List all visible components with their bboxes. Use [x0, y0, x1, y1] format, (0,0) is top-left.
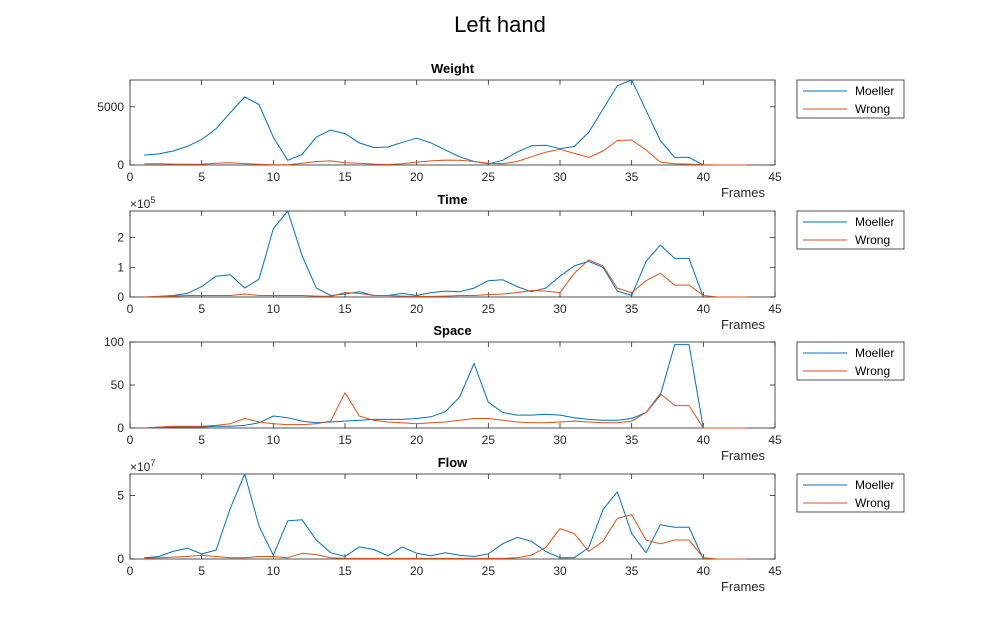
x-axis-label: Frames: [721, 185, 766, 200]
x-tick-label: 5: [198, 302, 205, 316]
legend: Moeller Wrong: [796, 79, 905, 119]
series-line-moeller: [144, 210, 704, 298]
x-tick-label: 30: [553, 170, 567, 184]
x-tick-label: 25: [482, 433, 496, 447]
x-tick-label: 45: [768, 302, 782, 316]
legend-label-wrong: Wrong: [855, 233, 890, 247]
x-tick-label: 40: [697, 170, 711, 184]
y-tick-label: 0: [117, 290, 124, 304]
legend-box: [796, 79, 905, 119]
x-tick-label: 5: [198, 433, 205, 447]
series-line-moeller: [144, 473, 704, 560]
x-tick-label: 20: [410, 302, 424, 316]
x-tick-label: 40: [697, 564, 711, 578]
x-tick-label: 30: [553, 433, 567, 447]
legend-box: [796, 473, 905, 513]
x-tick-label: 40: [697, 302, 711, 316]
y-tick-label: 0: [117, 552, 124, 566]
x-axis-label: Frames: [721, 448, 766, 463]
x-tick-label: 15: [338, 170, 352, 184]
legend-box: [796, 341, 905, 381]
x-tick-label: 10: [267, 170, 281, 184]
figure-title: Left hand: [454, 12, 546, 37]
legend-label-wrong: Wrong: [855, 102, 890, 116]
subplot-weight: Weight 0 5 10 15 20 25 30 35 40 45 0 5000 Frames Moell…: [97, 61, 905, 200]
x-tick-label: 45: [768, 433, 782, 447]
legend-label-moeller: Moeller: [855, 478, 894, 492]
legend: Moeller Wrong: [796, 341, 905, 381]
y-exponent-label: ×107: [130, 458, 155, 474]
x-tick-label: 10: [267, 433, 281, 447]
x-tick-label: 20: [410, 564, 424, 578]
series-line-wrong: [144, 392, 747, 429]
x-tick-label: 25: [482, 302, 496, 316]
series-line-wrong: [144, 139, 747, 166]
legend: Moeller Wrong: [796, 473, 905, 513]
subplot-space: Space 0 5 10 15 20 25 30 35 40 45 0 50 100 Frames Moell…: [104, 323, 905, 463]
legend-box: [796, 210, 905, 250]
x-tick-label: 10: [267, 564, 281, 578]
x-tick-label: 40: [697, 433, 711, 447]
y-tick-label: 5000: [97, 100, 124, 114]
plot-area: [129, 210, 776, 298]
x-tick-label: 35: [625, 302, 639, 316]
x-axis-label: Frames: [721, 579, 766, 594]
x-tick-label: 5: [198, 170, 205, 184]
x-tick-label: 10: [267, 302, 281, 316]
y-exponent-label: ×105: [130, 195, 155, 211]
y-tick-label: 50: [111, 378, 125, 392]
plot-area: [129, 473, 776, 560]
series-line-moeller: [144, 344, 704, 429]
x-tick-label: 0: [127, 170, 134, 184]
y-tick-label: 0: [117, 421, 124, 435]
x-tick-label: 35: [625, 170, 639, 184]
legend-label-moeller: Moeller: [855, 84, 894, 98]
subplot-time: Time 0 5 10 15 20 25 30 35 40 45 0 1 2 ×105 Frames Moell…: [117, 192, 905, 332]
x-tick-label: 15: [338, 433, 352, 447]
subplot-title: Weight: [431, 61, 475, 76]
legend-label-wrong: Wrong: [855, 496, 890, 510]
y-tick-label: 2: [117, 231, 124, 245]
x-tick-label: 15: [338, 564, 352, 578]
legend-label-moeller: Moeller: [855, 215, 894, 229]
x-tick-label: 5: [198, 564, 205, 578]
subplot-title: Space: [433, 323, 471, 338]
x-tick-label: 30: [553, 302, 567, 316]
y-tick-label: 100: [104, 335, 124, 349]
x-tick-label: 15: [338, 302, 352, 316]
x-tick-label: 45: [768, 564, 782, 578]
plot-area: [129, 79, 776, 166]
series-line-moeller: [144, 79, 704, 166]
subplot-flow: Flow 0 5 10 15 20 25 30 35 40 45 0 5 ×107 Frames Moelle…: [117, 455, 905, 594]
legend: Moeller Wrong: [796, 210, 905, 250]
x-tick-label: 35: [625, 433, 639, 447]
x-tick-label: 0: [127, 433, 134, 447]
y-tick-label: 0: [117, 158, 124, 172]
subplot-title: Flow: [438, 455, 468, 470]
x-tick-label: 20: [410, 170, 424, 184]
series-line-wrong: [144, 514, 747, 560]
plot-area: [129, 341, 776, 429]
x-tick-label: 0: [127, 564, 134, 578]
x-tick-label: 25: [482, 564, 496, 578]
x-tick-label: 0: [127, 302, 134, 316]
x-tick-label: 30: [553, 564, 567, 578]
x-tick-label: 45: [768, 170, 782, 184]
x-tick-label: 25: [482, 170, 496, 184]
y-tick-label: 5: [117, 489, 124, 503]
series-line-wrong: [144, 259, 747, 298]
subplot-title: Time: [437, 192, 467, 207]
legend-label-wrong: Wrong: [855, 364, 890, 378]
y-tick-label: 1: [117, 260, 124, 274]
x-axis-label: Frames: [721, 317, 766, 332]
x-tick-label: 35: [625, 564, 639, 578]
legend-label-moeller: Moeller: [855, 346, 894, 360]
x-tick-label: 20: [410, 433, 424, 447]
